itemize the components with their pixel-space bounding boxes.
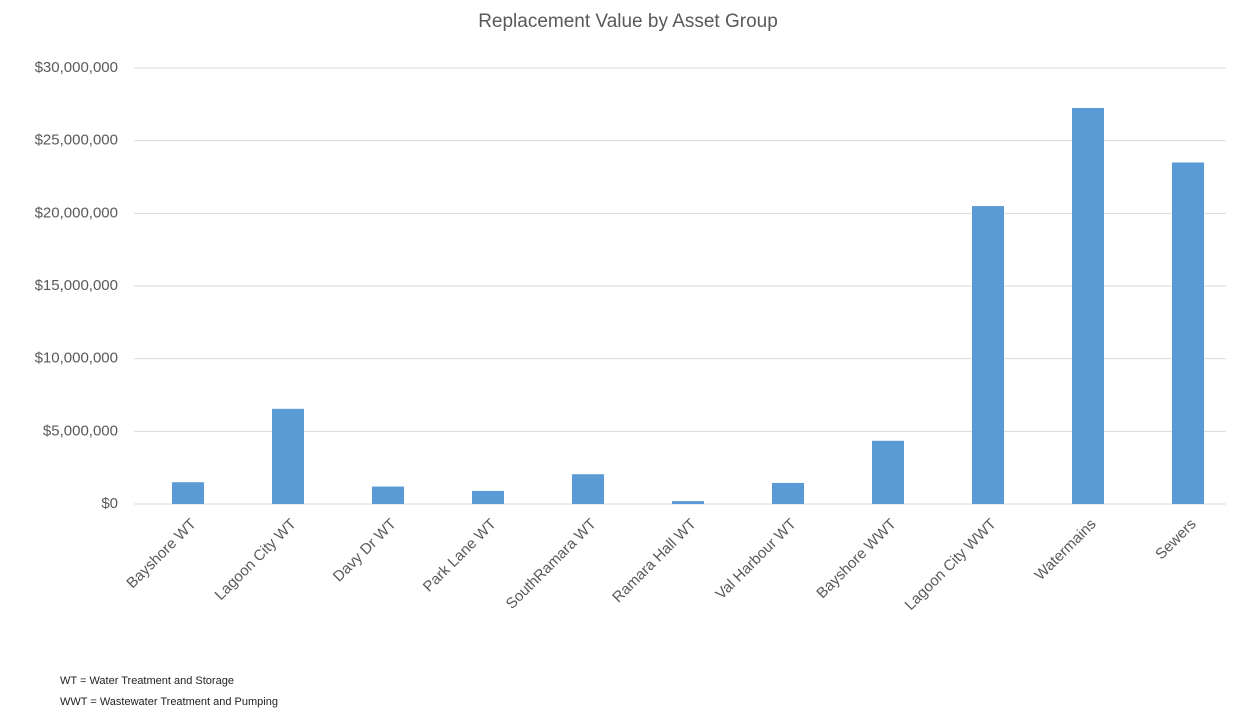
y-tick-label: $20,000,000 xyxy=(35,204,118,221)
x-tick-label: Lagoon City WWT xyxy=(902,516,1000,614)
x-tick-label: Park Lane WT xyxy=(420,516,500,596)
x-tick-label: Sewers xyxy=(1152,516,1199,563)
bar xyxy=(772,482,804,504)
bar xyxy=(672,501,704,504)
y-tick-label: $0 xyxy=(101,495,118,512)
bar xyxy=(572,474,604,504)
bar xyxy=(872,440,904,504)
footnote: WWT = Wastewater Treatment and Pumping xyxy=(60,696,278,708)
bar xyxy=(1072,107,1104,504)
y-tick-label: $25,000,000 xyxy=(35,132,118,149)
bar xyxy=(472,490,504,504)
x-tick-label: Watermains xyxy=(1031,516,1099,584)
footnote: WT = Water Treatment and Storage xyxy=(60,675,234,687)
x-tick-label: Davy Dr WT xyxy=(330,516,400,586)
bar xyxy=(972,206,1004,505)
x-tick-label: SouthRamara WT xyxy=(503,516,600,613)
y-tick-label: $30,000,000 xyxy=(35,59,118,76)
bar xyxy=(172,482,204,504)
y-tick-label: $15,000,000 xyxy=(35,277,118,294)
x-tick-label: Val Harbour WT xyxy=(712,516,799,603)
bar xyxy=(372,486,404,504)
bar xyxy=(1172,162,1204,504)
y-tick-label: $10,000,000 xyxy=(35,350,118,367)
x-tick-label: Ramara Hall WT xyxy=(609,516,699,606)
x-tick-label: Bayshore WWT xyxy=(813,516,899,602)
x-tick-label: Lagoon City WT xyxy=(212,516,300,604)
y-tick-label: $5,000,000 xyxy=(43,422,118,439)
bar xyxy=(272,408,304,504)
chart-title: Replacement Value by Asset Group xyxy=(478,11,778,32)
x-tick-label: Bayshore WT xyxy=(123,516,199,592)
